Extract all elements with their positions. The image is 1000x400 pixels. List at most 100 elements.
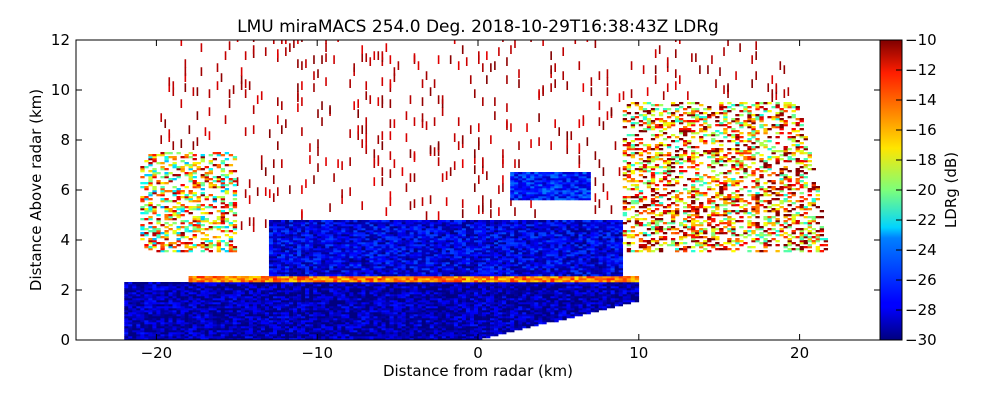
ldr-cell xyxy=(469,222,475,225)
ldr-cell xyxy=(309,296,314,299)
ldr-cell xyxy=(365,294,370,297)
ldr-cell xyxy=(373,288,378,291)
ldr-cell xyxy=(188,292,193,295)
ldr-cell xyxy=(152,330,157,333)
ldr-cell xyxy=(216,328,222,331)
noise-cell xyxy=(413,151,416,160)
ldr-cell xyxy=(433,306,439,309)
ldr-cell xyxy=(289,338,294,340)
ldr-cell xyxy=(301,254,306,257)
ldr-cell xyxy=(240,324,246,327)
ldr-cell xyxy=(200,224,205,227)
ldr-cell xyxy=(365,258,370,261)
noise-cell xyxy=(172,81,175,90)
ldr-cell xyxy=(204,246,209,249)
ldr-cell xyxy=(216,292,222,295)
ldr-cell xyxy=(389,250,394,253)
ldr-cell xyxy=(429,250,435,253)
ldr-cell xyxy=(313,290,318,293)
ldr-cell xyxy=(260,330,266,333)
ldr-cell xyxy=(289,288,294,291)
ldr-cell xyxy=(192,320,197,323)
ldr-cell xyxy=(196,294,201,297)
ldr-cell xyxy=(329,322,334,325)
ldr-cell xyxy=(184,294,189,297)
ldr-cell xyxy=(401,236,406,239)
ldr-cell xyxy=(293,326,298,329)
ldr-cell xyxy=(449,306,455,309)
ldr-cell xyxy=(277,330,282,333)
ldr-cell xyxy=(248,308,254,311)
ldr-cell xyxy=(453,316,459,319)
ldr-cell xyxy=(305,308,310,311)
ldr-cell xyxy=(325,278,330,281)
ldr-cell xyxy=(252,282,258,285)
ldr-cell xyxy=(345,236,350,239)
ldr-cell xyxy=(409,288,414,291)
ldr-cell xyxy=(469,304,475,307)
ldr-cell xyxy=(369,228,374,231)
ldr-cell xyxy=(401,286,406,289)
ldr-cell xyxy=(445,246,451,249)
ldr-cell xyxy=(461,304,467,307)
ldr-cell xyxy=(429,244,435,247)
ldr-cell xyxy=(329,328,334,331)
ldr-cell xyxy=(297,280,302,283)
ldr-cell xyxy=(381,224,386,227)
ldr-cell xyxy=(277,294,282,297)
ldr-cell xyxy=(437,254,443,257)
ldr-cell xyxy=(148,316,153,319)
ldr-cell xyxy=(168,290,173,293)
ldr-cell xyxy=(305,242,310,245)
ldr-cell xyxy=(128,294,133,297)
ldr-cell xyxy=(188,332,193,335)
ldr-cell xyxy=(192,180,197,183)
ldr-cell xyxy=(285,330,290,333)
ldr-cell xyxy=(425,278,431,281)
ldr-cell xyxy=(421,248,427,251)
ldr-cell xyxy=(333,314,338,317)
ldr-cell xyxy=(369,304,374,307)
noise-cell xyxy=(457,141,460,150)
ldr-cell xyxy=(196,318,201,321)
ldr-cell xyxy=(224,242,230,245)
ldr-cell xyxy=(389,308,394,311)
ldr-cell xyxy=(381,314,386,317)
noise-cell xyxy=(272,159,275,168)
ldr-cell xyxy=(152,172,157,175)
ldr-cell xyxy=(216,334,222,337)
ldr-cell xyxy=(333,290,338,293)
ldr-cell xyxy=(393,232,398,235)
ldr-cell xyxy=(317,236,322,239)
ldr-cell xyxy=(329,234,334,237)
ldr-cell xyxy=(389,318,394,321)
ldr-cell xyxy=(289,280,294,283)
ldr-cell xyxy=(437,280,443,283)
ldr-cell xyxy=(180,250,185,253)
ldr-cell xyxy=(216,296,222,299)
ldr-cell xyxy=(389,284,394,287)
noise-cell xyxy=(244,127,247,136)
ldr-cell xyxy=(293,320,298,323)
ldr-cell xyxy=(172,212,177,215)
ldr-cell xyxy=(244,288,250,291)
ldr-cell xyxy=(397,268,402,271)
ldr-cell xyxy=(377,314,382,317)
ldr-cell xyxy=(373,266,378,269)
ldr-cell xyxy=(192,300,197,303)
ldr-cell xyxy=(449,282,455,285)
ldr-cell xyxy=(164,200,169,203)
ldr-cell xyxy=(361,326,366,329)
ldr-cell xyxy=(184,296,189,299)
ldr-cell xyxy=(212,158,217,161)
ldr-cell xyxy=(425,312,431,315)
ldr-cell xyxy=(469,292,475,295)
ldr-cell xyxy=(417,286,423,289)
ldr-cell xyxy=(393,330,398,333)
ldr-cell xyxy=(301,330,306,333)
ldr-cell xyxy=(393,236,398,239)
ldr-cell xyxy=(297,226,302,229)
ldr-cell xyxy=(264,320,270,323)
ldr-cell xyxy=(381,272,386,275)
ldr-cell xyxy=(389,244,394,247)
